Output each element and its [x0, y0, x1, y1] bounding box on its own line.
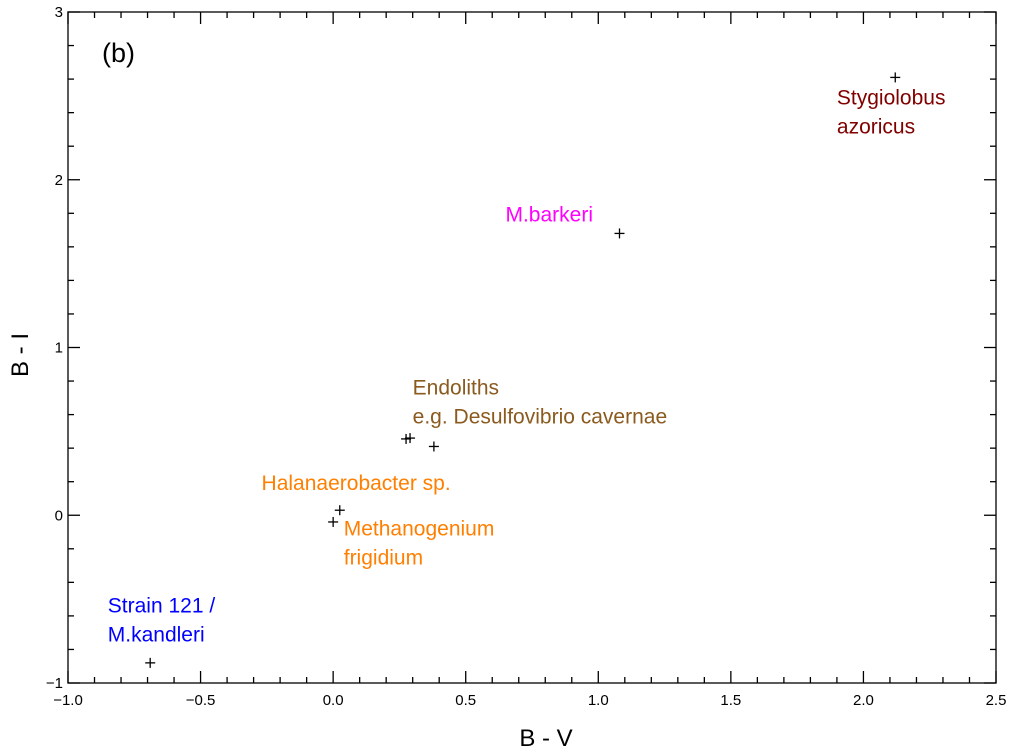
y-tick-label: 0	[55, 507, 63, 524]
point-annotation: Stygiolobus azoricus	[837, 86, 946, 138]
data-point	[328, 516, 339, 527]
plot-frame	[67, 11, 997, 684]
point-annotation: Halanaerobacter sp.	[262, 472, 451, 495]
point-annotation: M.barkeri	[505, 204, 593, 227]
data-point	[428, 441, 439, 452]
tick-labels: −1.0 −0.5 0.0 0.5 1.0 1.5 2.0 2.5 −1 0 1 2 3	[46, 4, 1007, 709]
y-tick-label: 3	[55, 4, 63, 21]
x-tick-label: 2.5	[986, 692, 1007, 709]
annotations: Stygiolobus azoricus M.barkeri Endoliths e.g…	[108, 86, 946, 646]
x-tick-label: 0.5	[455, 692, 476, 709]
y-tick-label: −1	[46, 675, 63, 692]
point-annotation: Strain 121 /M.kandleri	[108, 595, 216, 647]
data-point	[334, 505, 345, 516]
x-tick-label: 1.0	[588, 692, 609, 709]
x-tick-label: 1.5	[720, 692, 741, 709]
data-point	[145, 657, 156, 668]
data-point	[614, 228, 625, 239]
data-point	[405, 433, 416, 444]
x-tick-label: 0.0	[323, 692, 344, 709]
x-axis-label: B - V	[519, 725, 572, 752]
x-tick-label: −0.5	[186, 692, 216, 709]
y-tick-label: 2	[55, 172, 63, 189]
panel-label: (b)	[102, 38, 135, 68]
point-annotation: Methanogenium frigidium	[344, 517, 495, 569]
y-axis-label: B - I	[7, 333, 34, 377]
data-points	[145, 72, 901, 668]
x-tick-label: 2.0	[853, 692, 874, 709]
x-tick-label: −1.0	[53, 692, 83, 709]
y-tick-label: 1	[55, 340, 63, 357]
point-annotation: Endoliths e.g. Desulfovibrio cavernae	[413, 376, 667, 428]
axis-ticks	[67, 11, 997, 684]
data-point	[890, 72, 901, 83]
